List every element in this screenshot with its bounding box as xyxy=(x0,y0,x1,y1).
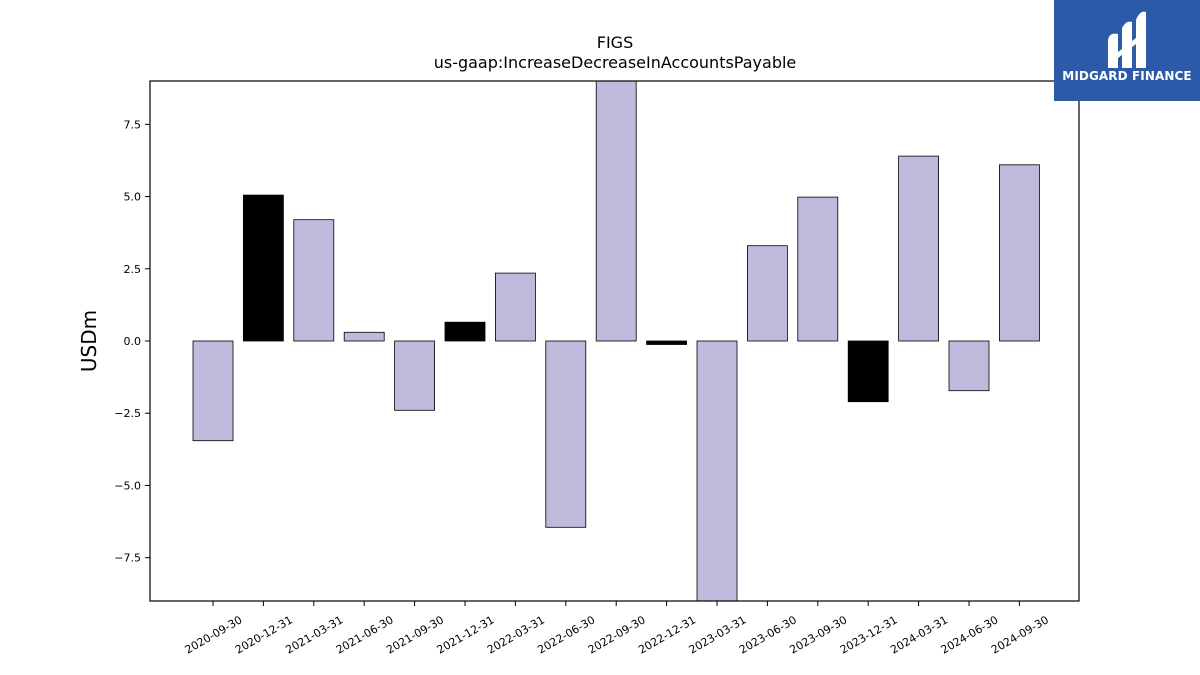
y-tick-label: 5.0 xyxy=(124,191,142,204)
bar-2024-09-30 xyxy=(999,164,1040,342)
y-tick-label: 7.5 xyxy=(124,118,142,131)
bar-2021-12-31 xyxy=(444,321,486,342)
chart-subtitle: us-gaap:IncreaseDecreaseInAccountsPayabl… xyxy=(434,53,797,72)
bar-2023-03-31 xyxy=(696,340,738,602)
bar-2024-06-30 xyxy=(948,340,990,392)
logo-text: MIDGARD FINANCE xyxy=(1062,69,1192,83)
chart-title: FIGS xyxy=(597,33,633,52)
bar-2022-06-30 xyxy=(545,340,587,528)
y-tick-label: −2.5 xyxy=(114,407,141,420)
y-tick-label: 0.0 xyxy=(124,335,142,348)
bar-2021-09-30 xyxy=(394,340,436,411)
y-tick-label: −5.0 xyxy=(114,479,141,492)
bar-2024-03-31 xyxy=(898,155,939,342)
logo-mark-icon xyxy=(1108,11,1146,69)
bar-2023-09-30 xyxy=(797,196,839,342)
x-tick-label: 2024-09-30 xyxy=(989,613,1051,656)
bar-2021-03-31 xyxy=(293,219,335,342)
bar-2022-09-30 xyxy=(595,80,637,342)
y-tick-label: −7.5 xyxy=(114,552,141,565)
bar-2022-12-31 xyxy=(646,340,687,345)
x-ticks-group: 2020-09-302020-12-312021-03-312021-06-30… xyxy=(183,601,1051,657)
brand-logo: MIDGARD FINANCE xyxy=(1054,0,1200,101)
bar-2020-09-30 xyxy=(192,340,234,442)
bar-2020-12-31 xyxy=(242,194,284,342)
bar-2023-12-31 xyxy=(847,340,889,403)
bars-group xyxy=(192,80,1040,602)
bar-2022-03-31 xyxy=(494,272,536,342)
y-ticks-group: −7.5 −5.0 −2.5 0.0 2.5 5.0 7.5 xyxy=(114,118,150,565)
y-tick-label: 2.5 xyxy=(124,263,142,276)
bar-2021-06-30 xyxy=(343,331,385,342)
bar-2023-06-30 xyxy=(747,245,788,342)
plot-frame xyxy=(149,80,1080,602)
y-axis-label: USDm xyxy=(77,310,101,372)
